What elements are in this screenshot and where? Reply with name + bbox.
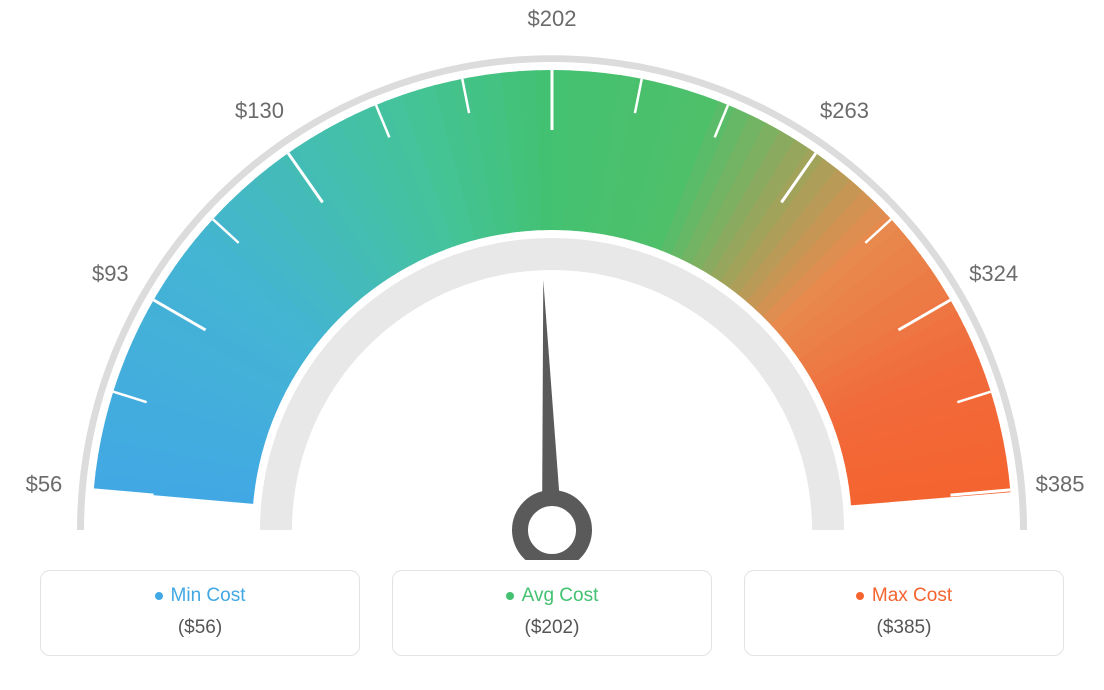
tick-label: $385	[1036, 471, 1085, 496]
legend-card-avg: Avg Cost ($202)	[392, 570, 712, 656]
legend-row: Min Cost ($56) Avg Cost ($202) Max Cost …	[0, 570, 1104, 656]
tick-label: $130	[235, 98, 284, 123]
needle-hub	[520, 498, 584, 560]
tick-label: $56	[26, 471, 63, 496]
legend-card-max: Max Cost ($385)	[744, 570, 1064, 656]
dot-icon	[856, 592, 864, 600]
legend-label-text: Min Cost	[171, 585, 246, 607]
dot-icon	[506, 592, 514, 600]
legend-value-min: ($56)	[61, 617, 339, 639]
tick-label: $202	[528, 6, 577, 31]
legend-value-avg: ($202)	[413, 617, 691, 639]
legend-card-min: Min Cost ($56)	[40, 570, 360, 656]
tick-label: $324	[969, 261, 1018, 286]
legend-label-max: Max Cost	[765, 585, 1043, 607]
legend-label-avg: Avg Cost	[413, 585, 691, 607]
gauge-chart: $56 $93 $130 $202 $263 $324 $385	[0, 0, 1104, 560]
legend-value-max: ($385)	[765, 617, 1043, 639]
dot-icon	[155, 592, 163, 600]
legend-label-text: Avg Cost	[522, 585, 599, 607]
gauge-svg: $56 $93 $130 $202 $263 $324 $385	[0, 0, 1104, 560]
tick-label: $263	[820, 98, 869, 123]
legend-label-text: Max Cost	[872, 585, 952, 607]
tick-label: $93	[92, 261, 129, 286]
legend-label-min: Min Cost	[61, 585, 339, 607]
